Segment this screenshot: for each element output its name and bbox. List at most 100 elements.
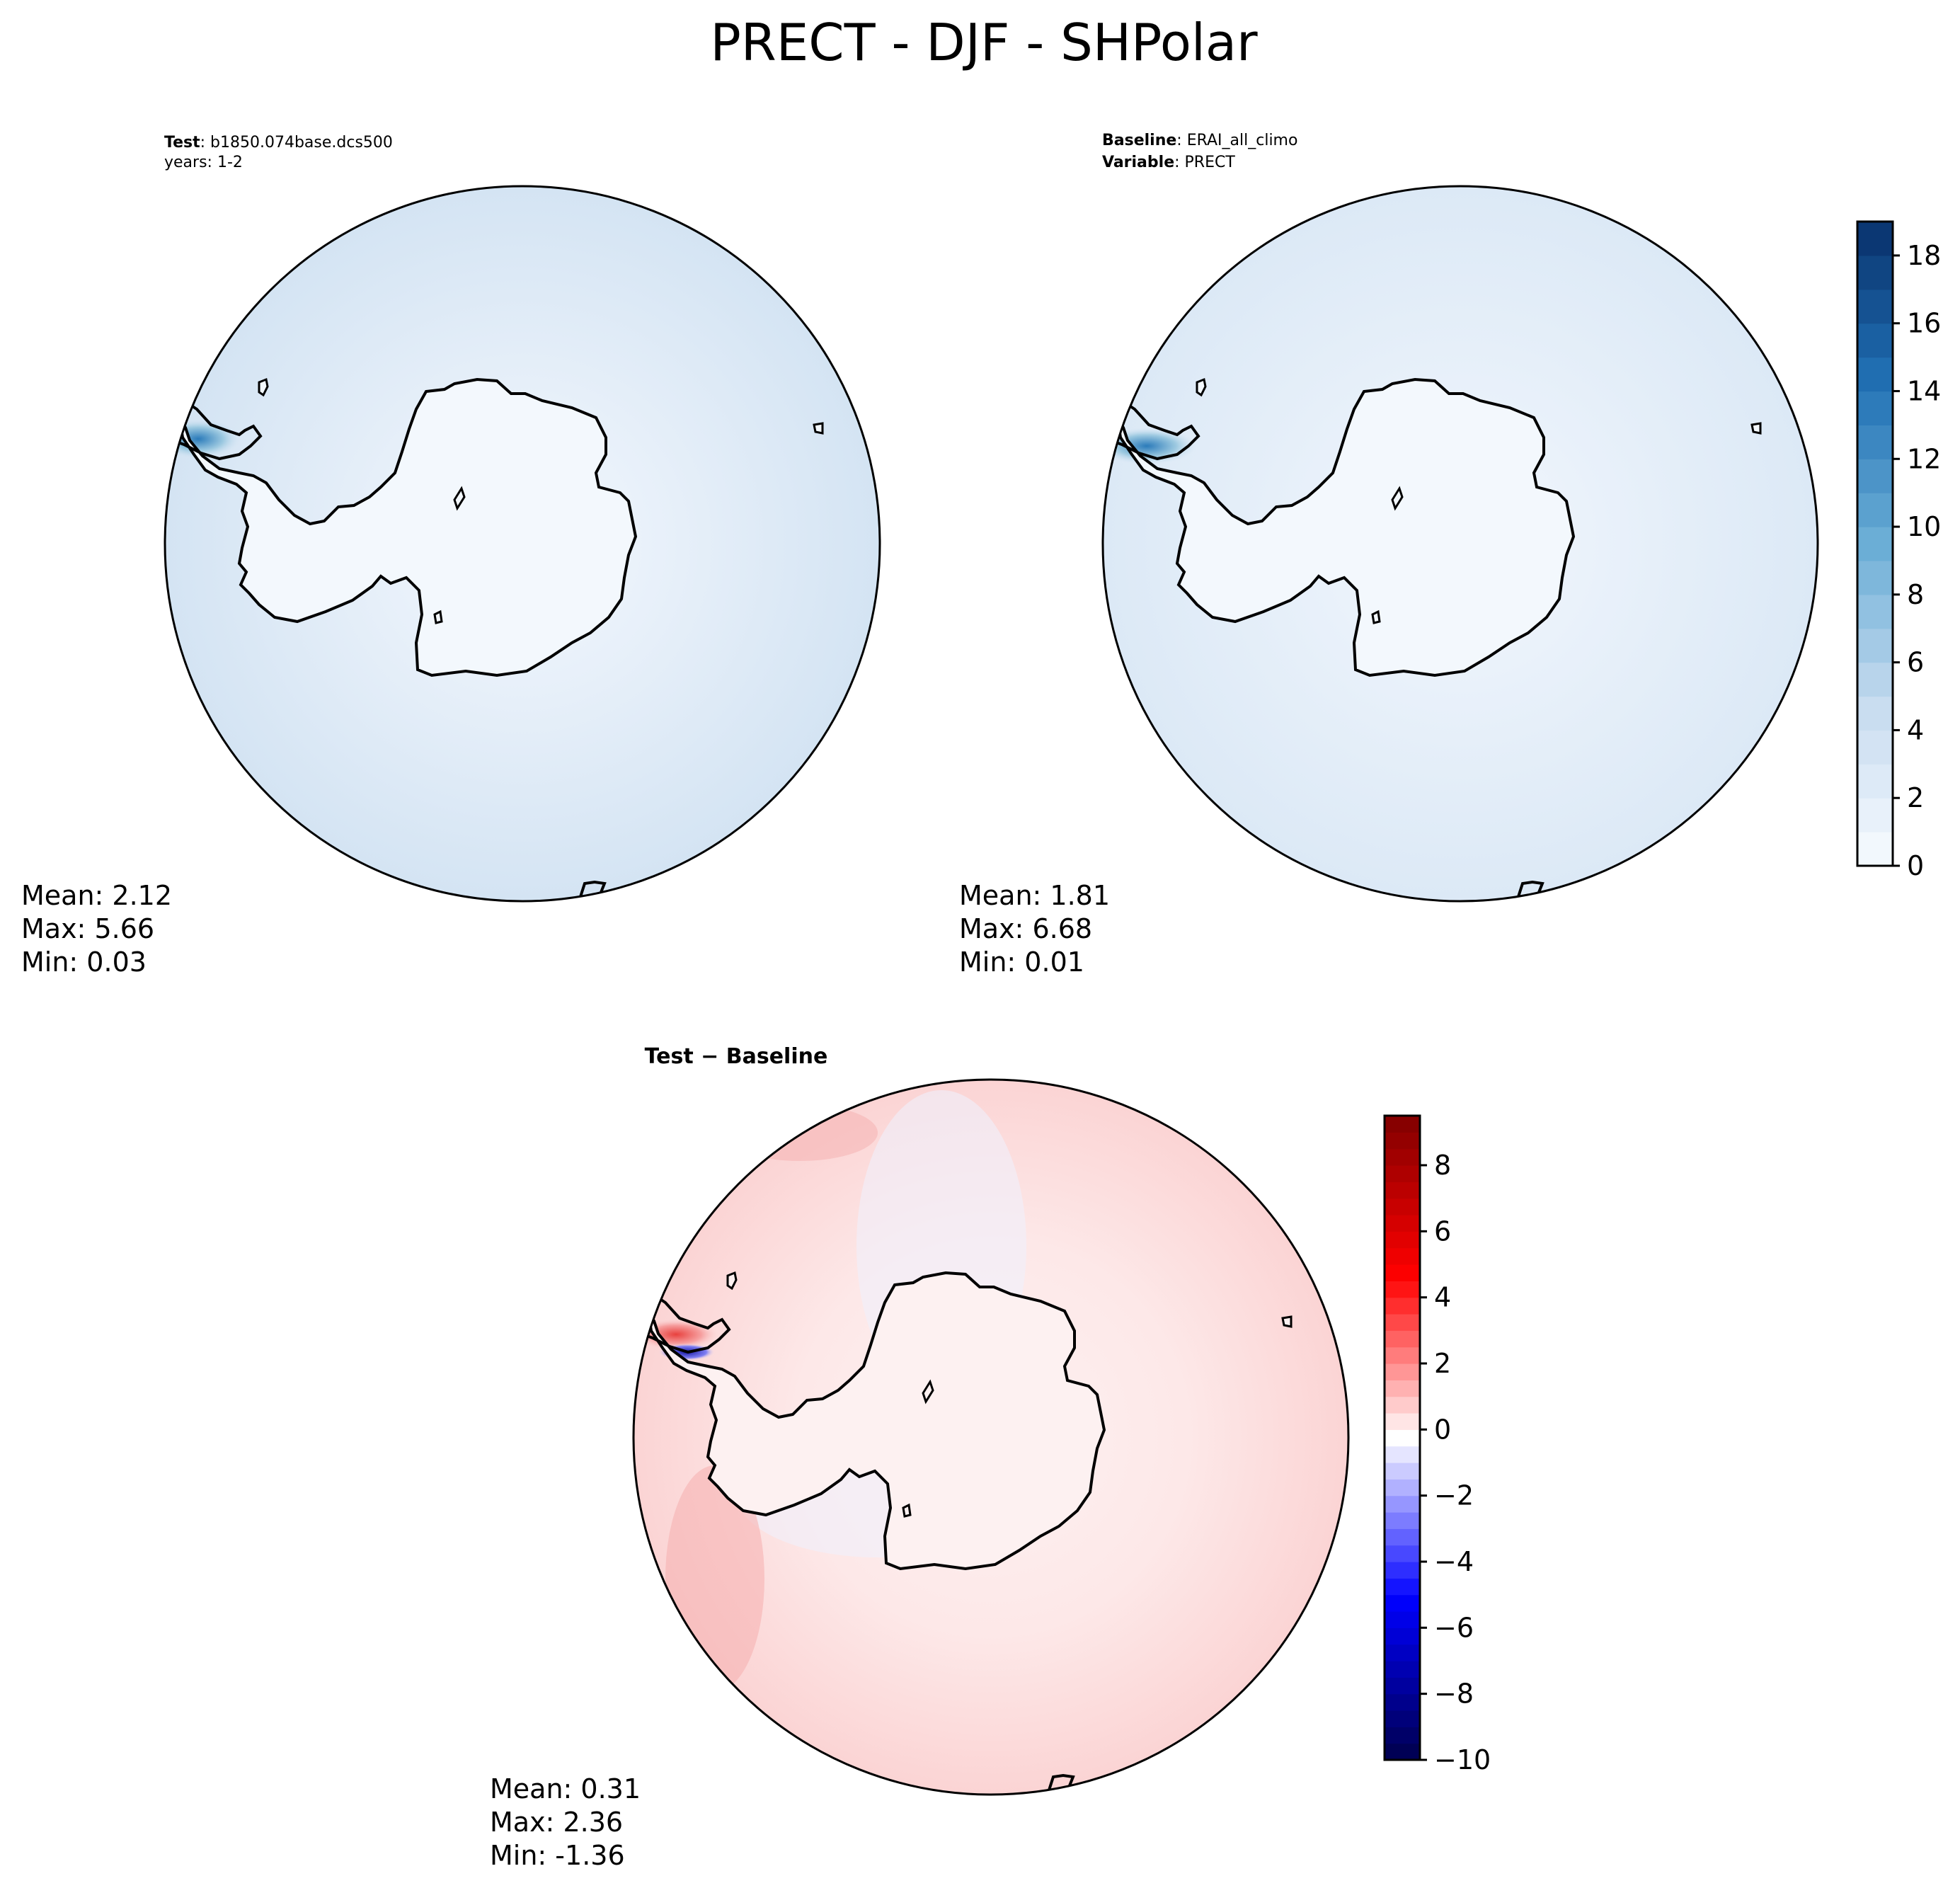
colorbar-band [1385, 1330, 1420, 1348]
baseline-mean: Mean: 1.81 [959, 880, 1110, 911]
colorbar-band [1385, 1198, 1420, 1215]
colorbar-band [1385, 1264, 1420, 1281]
colorbar-band [1385, 1693, 1420, 1711]
test-panel: Test: b1850.074base.dcs500 years: 1-2 Me… [21, 134, 881, 978]
diff-colorbar: −10 −8 −6 −4 −2 0 2 4 6 8 [1383, 1114, 1491, 1775]
colorbar-band [1385, 1165, 1420, 1182]
diff-panel: Test − Baseline Mean: 0.31 Max: 2.36 Min… [490, 1044, 1350, 1871]
colorbar-band [1857, 222, 1893, 256]
colorbar-band [1385, 1578, 1420, 1596]
colorbar-tick-label: 8 [1434, 1150, 1451, 1181]
colorbar-band [1385, 1396, 1420, 1414]
baseline-min: Min: 0.01 [959, 946, 1084, 978]
colorbar-frame [1383, 1114, 1421, 1761]
colorbar-tick-label: −6 [1434, 1612, 1474, 1643]
colorbar-tick-label: 2 [1907, 782, 1924, 813]
test-map-border [164, 185, 881, 903]
colorbar-band [1857, 696, 1893, 731]
test-min: Min: 0.03 [21, 946, 147, 978]
colorbar-band [1385, 1644, 1420, 1661]
colorbar-frame [1856, 220, 1894, 867]
colorbar-band [1385, 1182, 1420, 1199]
colorbar-tick-label: 2 [1434, 1348, 1451, 1379]
colorbar-band [1857, 323, 1893, 358]
variable-label: Variable [1102, 154, 1174, 171]
baseline-panel: Baseline: ERAI_all_climo Variable: PRECT… [959, 132, 1819, 978]
test-mean: Mean: 2.12 [21, 880, 172, 911]
baseline-map-border [1101, 185, 1819, 903]
colorbar-tick-label: 18 [1907, 240, 1941, 271]
colorbar-band [1385, 1380, 1420, 1397]
colorbar-band [1857, 527, 1893, 561]
colorbar-band [1857, 391, 1893, 425]
colorbar-band [1385, 1545, 1420, 1562]
colorbar-band [1385, 1710, 1420, 1727]
colorbar-band [1385, 1611, 1420, 1628]
colorbar-band [1857, 357, 1893, 392]
colorbar-band [1857, 798, 1893, 833]
diff-title: Test − Baseline [645, 1044, 828, 1069]
baseline-name: : ERAI_all_climo [1176, 132, 1297, 149]
colorbar-band [1385, 1727, 1420, 1744]
colorbar-band [1857, 289, 1893, 324]
test-map [165, 186, 880, 901]
baseline-map [1103, 186, 1818, 901]
colorbar-band [1385, 1677, 1420, 1695]
colorbar-band [1857, 493, 1893, 527]
colorbar-tick-label: 16 [1907, 308, 1941, 339]
colorbar-band [1857, 764, 1893, 799]
colorbar-band [1857, 628, 1893, 663]
test-case-name: : b1850.074base.dcs500 [200, 134, 393, 151]
baseline-header-line2: Variable: PRECT [1102, 154, 1235, 171]
colorbar-band [1857, 730, 1893, 765]
diff-map [634, 1080, 1348, 1795]
colorbar-band [1857, 594, 1893, 629]
colorbar-band [1385, 1413, 1420, 1430]
colorbar-tick-label: −4 [1434, 1546, 1474, 1577]
colorbar-tick-label: 14 [1907, 375, 1941, 406]
colorbar-band [1385, 1594, 1420, 1612]
baseline-label: Baseline [1102, 132, 1176, 149]
colorbar-band [1385, 1116, 1420, 1133]
diff-map-border [632, 1078, 1350, 1796]
colorbar-tick-label: 0 [1907, 850, 1924, 881]
colorbar-tick-label: 10 [1907, 511, 1941, 542]
colorbar-band [1385, 1627, 1420, 1645]
colorbar-tick-label: 4 [1434, 1282, 1451, 1313]
colorbar-band [1385, 1479, 1420, 1497]
colorbar-tick-label: 6 [1907, 647, 1924, 678]
diff-min: Min: -1.36 [490, 1840, 625, 1871]
colorbar-tick-label: −8 [1434, 1678, 1474, 1710]
colorbar-tick-label: 6 [1434, 1215, 1451, 1247]
colorbar-tick-label: 8 [1907, 579, 1924, 610]
test-years: years: 1-2 [164, 154, 243, 171]
colorbar-band [1385, 1297, 1420, 1315]
colorbar-band [1385, 1231, 1420, 1249]
colorbar-band [1857, 255, 1893, 290]
colorbar-band [1385, 1661, 1420, 1678]
variable-name: : PRECT [1174, 154, 1235, 171]
colorbar-band [1385, 1562, 1420, 1579]
precip-colorbar: 0 2 4 6 8 10 12 14 16 18 [1856, 220, 1941, 881]
test-header-line1: Test: b1850.074base.dcs500 [164, 134, 393, 151]
colorbar-band [1385, 1132, 1420, 1150]
colorbar-band [1385, 1148, 1420, 1166]
colorbar-tick-label: 4 [1907, 714, 1924, 745]
colorbar-band [1385, 1495, 1420, 1513]
colorbar-band [1385, 1429, 1420, 1447]
colorbar-band [1857, 425, 1893, 459]
colorbar-tick-label: 12 [1907, 443, 1941, 474]
figure-title: PRECT - DJF - SHPolar [710, 13, 1258, 72]
colorbar-band [1385, 1281, 1420, 1298]
colorbar-band [1385, 1215, 1420, 1232]
colorbar-band [1385, 1247, 1420, 1265]
diff-max: Max: 2.36 [490, 1807, 623, 1838]
baseline-max: Max: 6.68 [959, 913, 1092, 944]
colorbar-band [1857, 832, 1893, 866]
colorbar-band [1385, 1314, 1420, 1331]
colorbar-band [1385, 1346, 1420, 1364]
test-max: Max: 5.66 [21, 913, 154, 944]
test-label: Test [164, 134, 200, 151]
colorbar-band [1385, 1446, 1420, 1463]
